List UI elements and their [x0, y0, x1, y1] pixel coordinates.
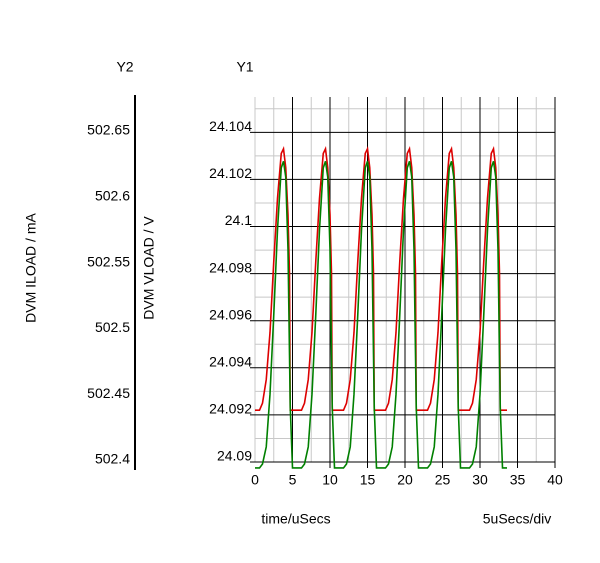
y-tick-label: 24.104: [209, 118, 252, 134]
line-series: [255, 160, 507, 469]
y-tick-label: 24.096: [209, 306, 252, 322]
y2-tick-label: 502.65: [87, 122, 130, 138]
y-tick-label: 24.092: [209, 401, 252, 417]
y-tick-label: 24.094: [209, 354, 252, 370]
x-tick-label: 35: [510, 472, 526, 488]
y2-title: Y2: [116, 59, 133, 75]
y-axis-label: DVM VLOAD / V: [141, 216, 157, 320]
line-series: [255, 145, 507, 411]
y2-tick-label: 502.5: [95, 319, 130, 335]
x-tick-label: 0: [251, 472, 259, 488]
y2-tick-label: 502.4: [95, 451, 130, 467]
x-axis-label: time/uSecs: [261, 511, 330, 527]
x-tick-label: 20: [397, 472, 413, 488]
x-tick-label: 25: [435, 472, 451, 488]
x-tick-label: 10: [322, 472, 338, 488]
y-tick-label: 24.098: [209, 259, 252, 275]
y-tick-label: 24.09: [217, 448, 252, 464]
x-tick-label: 30: [472, 472, 488, 488]
y2-tick-label: 502.6: [95, 187, 130, 203]
y2-tick-label: 502.45: [87, 385, 130, 401]
y-tick-label: 24.102: [209, 165, 252, 181]
y-tick-label: 24.1: [225, 212, 252, 228]
y1-title: Y1: [236, 59, 253, 75]
x-tick-label: 40: [547, 472, 563, 488]
x-tick-label: 5: [289, 472, 297, 488]
y2-axis-label: DVM ILOAD / mA: [23, 212, 39, 322]
scale-label: 5uSecs/div: [483, 511, 551, 527]
x-tick-label: 15: [360, 472, 376, 488]
y2-tick-label: 502.55: [87, 253, 130, 269]
